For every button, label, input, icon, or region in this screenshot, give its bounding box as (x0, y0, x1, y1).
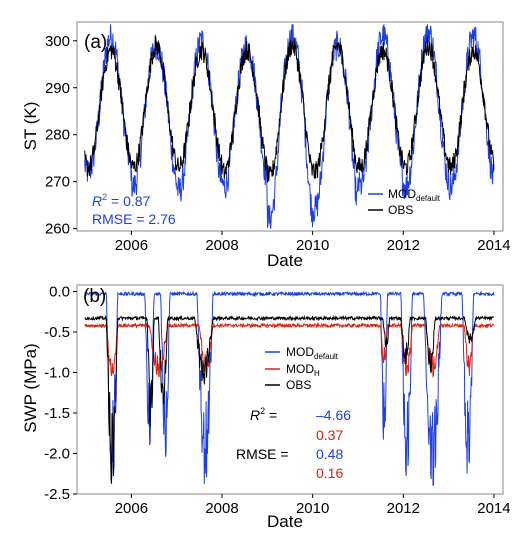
y-tick-label: -0.5 (44, 324, 70, 341)
panel-a-label: (a) (84, 32, 107, 53)
panel-b-x-axis: 2006 2008 2010 2012 2014 (115, 494, 511, 517)
panel-b-rmse-h: 0.16 (316, 465, 343, 481)
panel-a-rmse: RMSE = 2.76 (92, 211, 176, 227)
panel-a-legend: MODdefault OBS (368, 187, 441, 217)
x-tick-label: 2014 (477, 500, 510, 517)
panel-b-legend: MODdefault MODH OBS (265, 345, 339, 392)
y-tick-label: 300 (45, 33, 70, 50)
panel-b: (b) Date SWP (MPa) 2006 2008 2010 2012 2014 … (21, 283, 511, 531)
y-tick-label: -2.0 (44, 445, 70, 462)
series-line-mod-default (84, 290, 495, 486)
x-tick-label: 2008 (205, 500, 238, 517)
series-line-obs (84, 36, 495, 183)
panel-b-r2-label: R2 = (250, 406, 277, 423)
panel-a-plot-area (84, 24, 495, 229)
y-tick-label: 260 (45, 221, 70, 238)
x-tick-label: 2010 (296, 500, 329, 517)
panel-a-r2: R2 = 0.87 (92, 192, 151, 209)
panel-a: (a) Date ST (K) 2006 2008 2010 2012 2014 260… (21, 21, 511, 270)
y-tick-label: -2.5 (44, 486, 70, 503)
x-tick-label: 2010 (296, 237, 329, 254)
panel-b-rmse-default: 0.48 (316, 446, 343, 462)
panel-a-ylabel: ST (K) (21, 102, 40, 151)
series-line-obs (84, 314, 495, 484)
x-tick-label: 2012 (387, 237, 420, 254)
y-tick-label: -1.0 (44, 364, 70, 381)
legend-label-mod-h: MODH (286, 362, 320, 378)
panel-b-r2-h: 0.37 (316, 427, 343, 443)
legend-label-obs: OBS (388, 203, 413, 217)
legend-label-mod-default: MODdefault (286, 345, 339, 361)
x-tick-label: 2012 (387, 500, 420, 517)
legend-label-obs: OBS (286, 378, 311, 392)
legend-label-mod-default: MODdefault (388, 187, 441, 203)
y-tick-label: 280 (45, 127, 70, 144)
panel-a-x-axis: 2006 2008 2010 2012 2014 (115, 231, 511, 254)
panel-b-r2-default: –4.66 (316, 407, 351, 423)
x-tick-label: 2006 (115, 500, 148, 517)
panel-b-frame (76, 284, 504, 495)
panel-b-plot-area (84, 290, 495, 486)
x-tick-label: 2006 (115, 237, 148, 254)
panel-b-y-axis: -2.5 -2.0 -1.5 -1.0 -0.5 0.0 (44, 283, 77, 503)
panel-b-stats: R2 = –4.66 0.37 RMSE = 0.48 0.16 (236, 406, 351, 481)
y-tick-label: 270 (45, 174, 70, 191)
panel-b-label: (b) (83, 286, 106, 307)
panel-a-xlabel: Date (267, 251, 303, 270)
x-tick-label: 2014 (477, 237, 510, 254)
panel-b-xlabel: Date (267, 512, 303, 531)
y-tick-label: -1.5 (44, 405, 70, 422)
panel-b-rmse-label: RMSE = (236, 446, 289, 462)
panel-b-ylabel: SWP (MPa) (21, 343, 40, 432)
panel-a-frame (76, 21, 504, 232)
y-tick-label: 290 (45, 80, 70, 97)
x-tick-label: 2008 (205, 237, 238, 254)
y-tick-label: 0.0 (49, 283, 70, 300)
panel-a-y-axis: 260 270 280 290 300 (45, 33, 77, 238)
series-line-mod-h (84, 322, 495, 378)
